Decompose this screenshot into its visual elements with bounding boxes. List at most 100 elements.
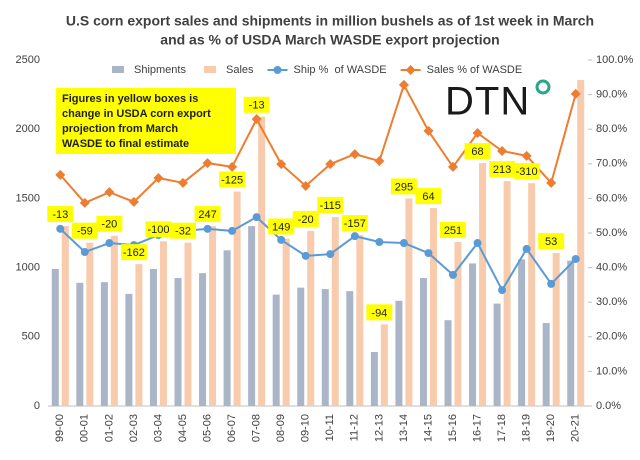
x-tick-label: 02-03 [128,414,140,442]
y2-tick-label: 60.0% [596,192,627,204]
revision-box [120,244,147,261]
revision-label: -20 [298,214,314,226]
x-tick-label: 00-01 [79,414,91,442]
x-tick-label: 18-19 [521,414,533,442]
revision-box [292,210,319,227]
revision-box [71,222,98,239]
legend-marker [405,65,416,75]
revision-label: -94 [371,307,387,319]
revision-box [341,215,368,232]
revision-box [464,143,491,160]
bar [159,241,167,406]
revision-label: 68 [471,146,483,158]
x-tick-label: 05-06 [201,414,213,442]
revision-box [489,161,516,178]
bar [419,277,427,406]
revision-box [219,171,246,188]
bar [321,289,329,406]
logo-dot [535,79,551,95]
bar [297,287,305,406]
y2-tick-label: 10.0% [596,365,627,377]
marker [546,177,557,188]
marker [398,79,409,90]
revision-label: -13 [249,100,265,112]
x-tick-label: 12-13 [373,414,385,442]
marker [424,249,433,258]
revision-box [440,221,466,238]
marker [449,270,457,279]
bar [479,163,487,406]
bar [184,242,192,406]
y-tick-label: 500 [22,331,40,343]
revision-box [268,218,295,235]
revision-box [47,206,74,223]
x-tick-label: 13-14 [398,414,410,442]
marker [522,244,531,253]
bar [282,238,290,406]
y-tick-label: 1000 [16,262,40,274]
marker [251,114,262,125]
marker [497,145,508,156]
y-tick-label: 0 [34,400,40,412]
marker [203,224,212,233]
bar [51,268,59,406]
bar [552,253,560,406]
bar [444,320,452,406]
marker [349,149,360,160]
revision-label: -100 [147,224,169,236]
note-text: projection from March [62,123,178,135]
revision-box [243,96,270,113]
legend-marker [273,66,282,74]
x-tick-label: 08-09 [275,414,287,442]
bar [346,291,354,406]
y2-tick-label: 50.0% [596,227,627,239]
legend-label: Ship % of WASDE [294,64,387,76]
y2-tick-label: 90.0% [596,89,627,101]
revision-box [317,197,344,214]
y2-tick-label: 40.0% [596,262,627,274]
revision-label: -20 [101,219,117,231]
revision-box [415,188,442,205]
y2-tick-label: 80.0% [596,123,627,135]
x-tick-label: 14-15 [422,414,434,442]
x-tick-label: 06-07 [226,414,238,442]
marker [547,279,556,288]
revision-label: 53 [545,236,557,248]
revision-box [390,178,417,195]
bar [528,183,536,406]
logo: DTN [445,80,530,124]
bar [380,324,388,406]
revision-label: -32 [175,226,191,238]
revision-label: -115 [320,200,341,212]
marker [473,239,482,248]
note-text: change in USDA corn export [62,108,211,120]
bar [454,241,462,406]
revision-box [96,215,123,232]
x-tick-label: 10-11 [324,414,336,441]
bar [469,263,477,406]
bar [125,293,133,406]
bar [110,235,118,406]
bar [209,226,217,406]
y2-tick-label: 30.0% [596,296,627,308]
bar [307,230,315,406]
marker [350,232,359,241]
revision-box [538,233,565,250]
bar [61,226,69,406]
y2-tick-label: 20.0% [596,331,627,343]
revision-box [513,163,540,180]
marker [277,235,286,244]
marker [153,172,164,183]
legend-label: Sales [226,64,254,76]
bar [149,268,157,406]
marker [571,254,580,263]
bar [429,208,437,406]
revision-label: 251 [444,225,462,237]
bar [174,277,182,406]
y2-tick-label: 70.0% [596,158,627,170]
x-tick-label: 11-12 [349,414,361,441]
x-tick-label: 19-20 [545,414,557,442]
marker [301,251,310,260]
revision-box [170,222,196,239]
bar [223,250,231,406]
